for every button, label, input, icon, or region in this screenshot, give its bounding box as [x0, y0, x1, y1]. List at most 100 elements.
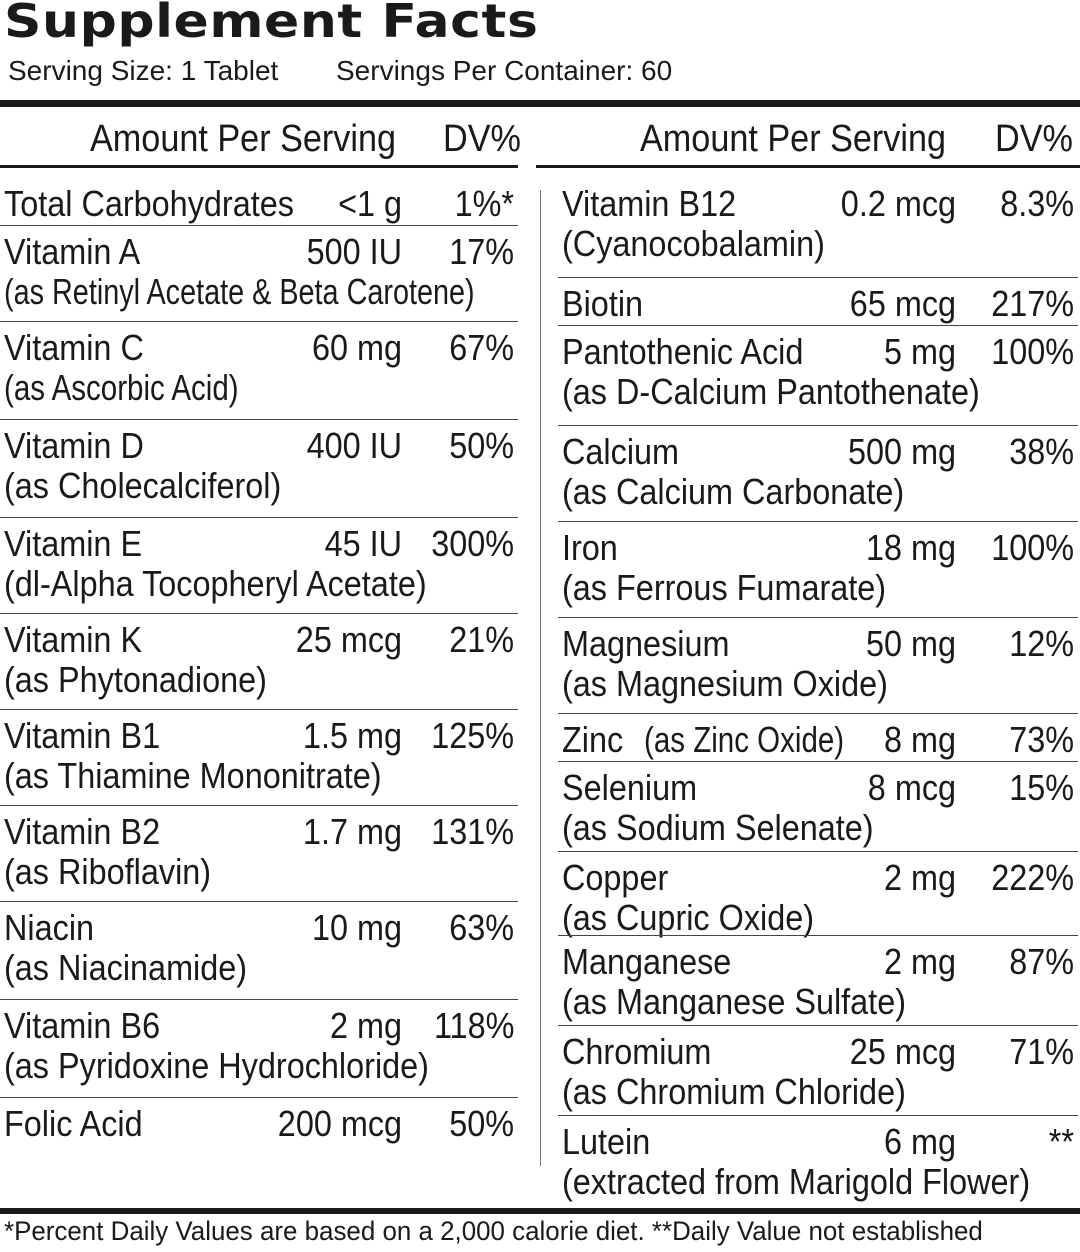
nutrient-name: Vitamin A: [4, 231, 141, 272]
nutrient-source: (as Cupric Oxide): [562, 897, 815, 938]
nutrient-amount: 5 mg: [883, 331, 956, 372]
left-dv-header: DV%: [443, 118, 521, 160]
nutrient-source: (as Pyridoxine Hydrochloride): [4, 1045, 429, 1086]
row-divider: [0, 320, 518, 322]
nutrient-row: Vitamin B12 (Cyanocobalamin) 0.2 mcg 8.3%: [558, 178, 1078, 278]
nutrient-source: (Cyanocobalamin): [562, 223, 825, 264]
row-divider: [558, 324, 1078, 326]
nutrient-dv: 100%: [991, 331, 1074, 372]
bottom-thick-rule: [0, 1208, 1080, 1214]
nutrient-dv: 12%: [1009, 623, 1074, 664]
nutrient-row: Vitamin D (as Cholecalciferol) 400 IU 50%: [0, 420, 518, 518]
nutrient-dv: 38%: [1009, 431, 1074, 472]
nutrient-dv: 15%: [1009, 767, 1074, 808]
nutrient-name: Vitamin K: [4, 619, 143, 660]
row-divider: [558, 520, 1078, 522]
row-divider: [558, 1114, 1078, 1116]
nutrient-amount: <1 g: [338, 183, 402, 224]
row-divider: [558, 1024, 1078, 1026]
nutrient-name: Iron: [562, 527, 618, 568]
nutrient-amount: 8 mcg: [867, 767, 956, 808]
row-divider: [0, 516, 518, 518]
row-divider: [0, 998, 518, 1000]
nutrient-row: Manganese (as Manganese Sulfate) 2 mg 87%: [558, 936, 1078, 1026]
nutrient-name: Vitamin B1: [4, 715, 161, 756]
nutrient-source: (as Magnesium Oxide): [562, 663, 888, 704]
row-divider: [558, 276, 1078, 278]
nutrient-source-inline: (as Zinc Oxide): [644, 719, 845, 760]
row-divider: [0, 224, 518, 226]
nutrient-amount: 10 mg: [311, 907, 402, 948]
nutrient-dv: 71%: [1009, 1031, 1074, 1072]
nutrient-row: Vitamin B1 (as Thiamine Mononitrate) 1.5 m…: [0, 710, 518, 806]
right-amount-header: Amount Per Serving: [640, 118, 947, 160]
nutrient-amount: 25 mcg: [849, 1031, 956, 1072]
nutrient-amount: 200 mcg: [277, 1103, 402, 1144]
nutrient-source: (as Cholecalciferol): [4, 465, 282, 506]
nutrient-amount: 60 mg: [311, 327, 402, 368]
row-divider: [0, 418, 518, 420]
nutrient-name: Selenium: [562, 767, 698, 808]
servings-per-container: Servings Per Container: 60: [336, 55, 673, 86]
nutrient-source: (as Niacinamide): [4, 947, 248, 988]
nutrient-name: Vitamin B12: [562, 183, 737, 224]
nutrient-row: Total Carbohydrates <1 g 1%*: [0, 178, 518, 226]
nutrient-row: Copper (as Cupric Oxide) 2 mg 222%: [558, 852, 1078, 938]
nutrient-row: Vitamin K (as Phytonadione) 25 mcg 21%: [0, 614, 518, 710]
row-divider: [558, 424, 1078, 426]
nutrient-name: Lutein: [562, 1121, 651, 1162]
nutrient-row: Biotin 65 mcg 217%: [558, 278, 1078, 326]
nutrient-amount: 2 mg: [329, 1005, 402, 1046]
row-divider: [0, 708, 518, 710]
top-thick-rule: [0, 100, 1080, 107]
nutrient-source: (as Thiamine Mononitrate): [4, 755, 382, 796]
nutrient-row: Calcium (as Calcium Carbonate) 500 mg 38%: [558, 426, 1078, 522]
nutrient-row: Folic Acid 200 mcg 50%: [0, 1098, 518, 1194]
nutrient-source: (dl-Alpha Tocopheryl Acetate): [4, 563, 427, 604]
nutrient-dv: 125%: [431, 715, 514, 756]
row-divider: [558, 934, 1078, 936]
nutrient-name: Zinc: [562, 719, 624, 760]
row-divider: [558, 712, 1078, 714]
nutrient-amount: 65 mcg: [849, 283, 956, 324]
left-header-rule: [0, 165, 518, 168]
row-divider: [558, 616, 1078, 618]
nutrient-name: Vitamin B6: [4, 1005, 161, 1046]
nutrient-source: (as Chromium Chloride): [562, 1071, 906, 1112]
row-divider: [558, 760, 1078, 762]
row-divider: [0, 612, 518, 614]
nutrient-amount: 8 mg: [883, 719, 956, 760]
serving-size: Serving Size: 1 Tablet: [8, 55, 279, 86]
nutrient-name: Pantothenic Acid: [562, 331, 804, 372]
nutrient-row: Vitamin A (as Retinyl Acetate & Beta Caro…: [0, 226, 518, 322]
nutrient-row: Chromium (as Chromium Chloride) 25 mcg 71%: [558, 1026, 1078, 1116]
nutrient-row: Magnesium (as Magnesium Oxide) 50 mg 12%: [558, 618, 1078, 714]
nutrient-amount: 25 mcg: [295, 619, 402, 660]
nutrient-dv: 100%: [991, 527, 1074, 568]
nutrient-name: Vitamin D: [4, 425, 144, 466]
nutrient-amount: 0.2 mcg: [840, 183, 956, 224]
nutrient-dv: 1%*: [454, 183, 514, 224]
row-divider: [0, 1096, 518, 1098]
nutrient-row: Lutein (extracted from Marigold Flower) 6 …: [558, 1116, 1078, 1206]
nutrient-dv: 118%: [433, 1005, 514, 1046]
nutrient-dv: 222%: [991, 857, 1074, 898]
nutrient-source: (as Phytonadione): [4, 659, 267, 700]
right-dv-header: DV%: [995, 118, 1073, 160]
nutrient-name: Biotin: [562, 283, 644, 324]
panel-title: Supplement Facts: [4, 0, 539, 48]
nutrient-amount: 1.7 mg: [302, 811, 402, 852]
nutrient-name: Copper: [562, 857, 669, 898]
nutrient-dv: 87%: [1009, 941, 1074, 982]
nutrient-dv: 63%: [449, 907, 514, 948]
nutrient-name: Vitamin B2: [4, 811, 161, 852]
nutrient-row: Vitamin B2 (as Riboflavin) 1.7 mg 131%: [0, 806, 518, 902]
footnote: *Percent Daily Values are based on a 2,0…: [4, 1216, 983, 1246]
row-divider: [0, 804, 518, 806]
column-divider: [540, 190, 541, 1166]
nutrient-source: (as Sodium Selenate): [562, 807, 874, 848]
nutrient-row: Vitamin B6 (as Pyridoxine Hydrochloride) 2…: [0, 1000, 518, 1098]
nutrient-row: Vitamin C (as Ascorbic Acid) 60 mg 67%: [0, 322, 518, 420]
nutrient-name: Folic Acid: [4, 1103, 143, 1144]
nutrient-name: Calcium: [562, 431, 680, 472]
